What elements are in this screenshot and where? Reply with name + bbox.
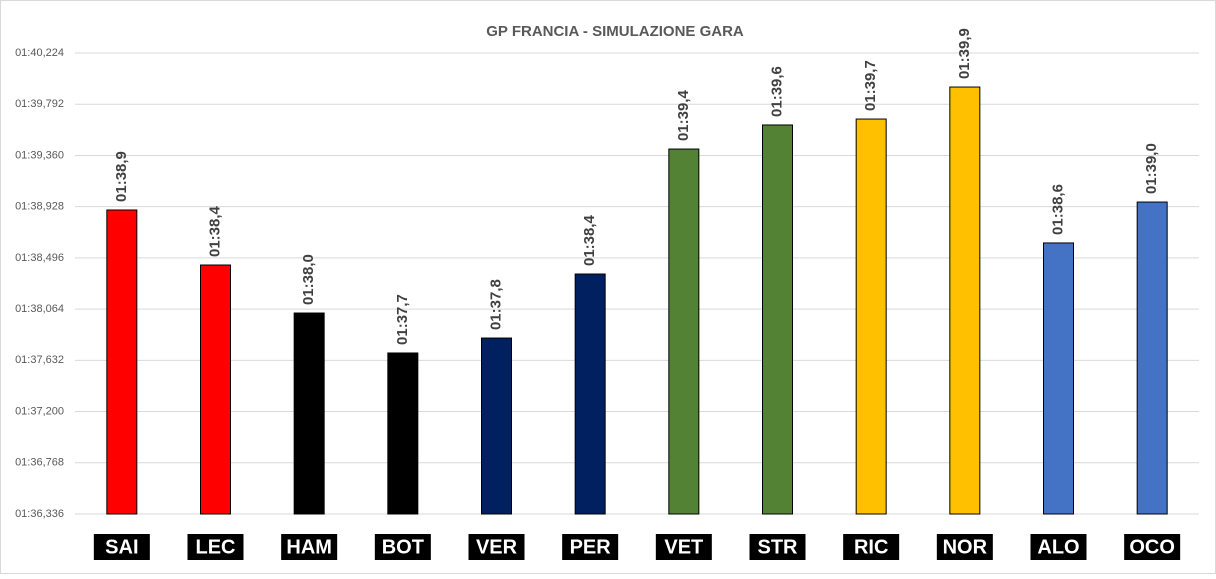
chart-title: GP FRANCIA - SIMULAZIONE GARA [486, 23, 744, 40]
bar [200, 264, 231, 515]
x-tick-label-bg [1030, 534, 1087, 560]
data-label: 01:39,9 [956, 28, 973, 79]
x-tick-label-bg [374, 534, 431, 560]
bar [481, 337, 512, 515]
y-tick-label: 01:38,496 [15, 252, 64, 264]
x-tick-label-bg [843, 534, 900, 560]
y-tick-label: 01:38,064 [15, 303, 64, 315]
bar [855, 118, 887, 515]
x-tick-label-bg [93, 534, 150, 560]
x-tick-label: STR [758, 536, 799, 558]
bar [387, 352, 419, 515]
data-label: 01:38,9 [113, 151, 130, 202]
bar [293, 312, 325, 515]
y-tick-label: 01:37,200 [15, 405, 64, 417]
x-tick-label-bg [936, 534, 993, 560]
bar [762, 124, 793, 515]
data-label: 01:37,8 [487, 279, 504, 330]
x-tick-label-bg [655, 534, 712, 560]
x-tick-label-bg [187, 534, 244, 560]
data-label: 01:39,4 [675, 90, 692, 142]
x-tick-label: HAM [286, 536, 332, 558]
x-tick-label: VER [476, 536, 518, 558]
bar [1136, 201, 1168, 515]
bar [106, 209, 138, 515]
y-tick-label: 01:37,632 [15, 354, 64, 366]
data-label: 01:38,0 [300, 254, 317, 305]
x-tick-label-bg [562, 534, 619, 560]
data-label: 01:37,7 [394, 294, 411, 345]
x-tick-label: BOT [382, 536, 424, 558]
bar [949, 86, 981, 515]
x-tick-label: OCO [1129, 536, 1175, 558]
x-tick-label: PER [570, 536, 612, 558]
y-tick-label: 01:36,336 [15, 508, 64, 520]
x-tick-label-bg [468, 534, 525, 560]
y-tick-label: 01:36,768 [15, 457, 64, 469]
data-label: 01:39,0 [1143, 143, 1160, 194]
y-tick-label: 01:39,360 [15, 149, 64, 161]
data-label: 01:39,6 [768, 66, 785, 117]
x-tick-label: LEC [196, 536, 236, 558]
x-tick-label-bg [1124, 534, 1181, 560]
x-tick-label-bg [749, 534, 806, 560]
data-label: 01:39,7 [862, 60, 879, 111]
x-tick-label: SAI [105, 536, 138, 558]
y-tick-label: 01:40,224 [15, 47, 64, 59]
data-label: 01:38,6 [1049, 184, 1066, 235]
bar [668, 148, 700, 515]
bar [1043, 242, 1074, 515]
x-tick-label: NOR [943, 536, 988, 558]
data-label: 01:38,4 [581, 214, 598, 266]
x-tick-label: RIC [854, 536, 888, 558]
x-tick-label: ALO [1037, 536, 1079, 558]
bar [574, 273, 606, 515]
x-tick-label: VET [664, 536, 703, 558]
y-tick-label: 01:38,928 [15, 201, 64, 213]
x-tick-label-bg [281, 534, 338, 560]
y-tick-label: 01:39,792 [15, 98, 64, 110]
data-label: 01:38,4 [206, 205, 223, 257]
